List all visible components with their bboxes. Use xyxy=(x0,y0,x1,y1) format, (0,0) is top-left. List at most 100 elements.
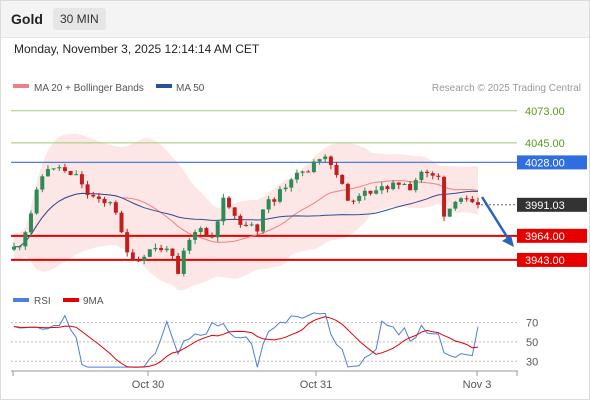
candle-body xyxy=(28,213,33,233)
candle xyxy=(260,209,265,235)
candle xyxy=(159,244,164,253)
candle xyxy=(85,180,90,199)
rsi-tick-70: 70 xyxy=(526,318,538,330)
candle-body xyxy=(119,212,124,233)
candle-body xyxy=(442,176,447,217)
candle-body xyxy=(187,239,192,251)
candle xyxy=(306,169,311,173)
price-labels: 4073.00 4045.00 4028.00 3964.00 3943.00 3991.… xyxy=(481,106,587,267)
candle-body xyxy=(396,182,401,185)
candle xyxy=(12,242,16,251)
candle xyxy=(125,228,130,257)
candle-body xyxy=(210,235,215,238)
candle xyxy=(238,214,243,228)
current-price-label: 3991.03 xyxy=(525,200,565,212)
candle-body xyxy=(374,190,379,194)
candle-body xyxy=(357,195,362,201)
candle-body xyxy=(130,252,135,261)
candle-body xyxy=(102,198,107,204)
candle-body xyxy=(300,171,305,173)
candle xyxy=(232,207,237,220)
level-label-bg-3964.00 xyxy=(517,228,587,243)
candle xyxy=(136,256,141,262)
timeframe-badge[interactable]: 30 MIN xyxy=(53,8,106,30)
candle-body xyxy=(215,221,220,238)
candle-body xyxy=(249,224,254,226)
candle-body xyxy=(459,198,464,202)
candle xyxy=(215,220,220,242)
candle-body xyxy=(368,190,373,194)
candle-body xyxy=(260,209,265,232)
candle xyxy=(425,169,430,178)
candle-body xyxy=(62,167,67,172)
candle xyxy=(289,177,294,192)
header-bar: Gold 30 MIN xyxy=(1,1,589,38)
candle xyxy=(430,171,435,180)
rsi-ma-legend-swatch xyxy=(63,298,79,302)
rsi-legend-label: RSI xyxy=(34,296,51,307)
candle xyxy=(340,174,345,185)
candle xyxy=(408,181,413,191)
candle xyxy=(277,186,282,204)
candle xyxy=(402,182,407,186)
candle-body xyxy=(68,171,73,175)
candle-body xyxy=(317,159,322,162)
candle-body xyxy=(447,208,452,217)
forecast-arrow xyxy=(480,196,514,247)
ma20-legend-label: MA 20 + Bollinger Bands xyxy=(34,83,144,94)
candle-body xyxy=(142,256,147,261)
candle-body xyxy=(379,186,384,191)
candle xyxy=(379,182,384,195)
candle xyxy=(311,159,316,174)
candle-body xyxy=(221,197,226,222)
candle xyxy=(210,232,215,239)
candle xyxy=(362,187,367,201)
candle-body xyxy=(294,172,299,180)
candle xyxy=(459,197,464,205)
level-label-4045.00: 4045.00 xyxy=(525,138,565,150)
ma20-legend-swatch xyxy=(13,84,29,88)
candle-body xyxy=(255,224,260,232)
candle xyxy=(283,183,288,192)
candle xyxy=(23,230,28,251)
candle-body xyxy=(464,198,469,200)
chart-area: MA 20 + Bollinger Bands MA 50 Research ©… xyxy=(11,83,587,391)
candle xyxy=(368,190,373,196)
candle xyxy=(470,196,475,204)
candle xyxy=(436,173,441,181)
candle xyxy=(453,200,458,211)
candle-body xyxy=(476,202,480,205)
candle xyxy=(102,196,107,207)
ma50-legend-swatch xyxy=(156,84,172,88)
candle xyxy=(198,226,203,236)
bollinger-band xyxy=(14,133,478,291)
ma50-line xyxy=(13,190,479,248)
candle xyxy=(227,196,232,209)
candle-body xyxy=(147,249,152,257)
candle-body xyxy=(96,196,101,199)
candle xyxy=(413,177,418,193)
candle-body xyxy=(385,186,390,190)
candle xyxy=(221,193,226,226)
level-label-bg-3943.00 xyxy=(517,252,587,267)
candle-body xyxy=(79,174,84,185)
datetime-stamp: Monday, November 3, 2025 12:14:14 AM CET xyxy=(14,42,260,56)
candle xyxy=(147,249,152,258)
candle xyxy=(17,245,22,251)
level-label-3943.00: 3943.00 xyxy=(525,255,565,267)
candle xyxy=(464,195,469,202)
candle xyxy=(176,253,181,275)
rsi-panel: 70 50 30 xyxy=(11,312,538,368)
candle-body xyxy=(85,184,90,195)
candle xyxy=(244,221,248,227)
candle-body xyxy=(57,167,62,169)
candle-body xyxy=(306,171,311,173)
candle xyxy=(266,196,271,214)
candles xyxy=(12,154,480,277)
candle xyxy=(164,245,169,253)
instrument-title: Gold xyxy=(11,11,43,27)
candle xyxy=(294,169,299,184)
candle xyxy=(193,229,198,245)
candle-body xyxy=(159,247,164,251)
candle xyxy=(74,170,79,176)
